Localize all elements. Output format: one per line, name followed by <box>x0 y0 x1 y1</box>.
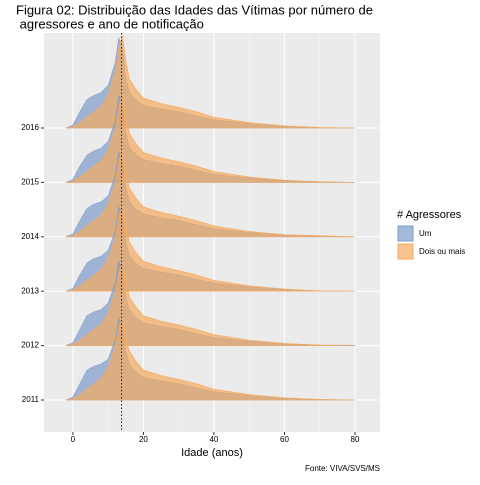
legend-swatch <box>397 243 414 260</box>
legend-label: Dois ou mais <box>419 247 465 256</box>
caption: Fonte: VIVA/SVS/MS <box>305 464 380 473</box>
y-tick-label: 2014 <box>21 232 39 241</box>
ridge <box>65 35 355 129</box>
ridge <box>65 205 355 292</box>
x-axis-label: Idade (anos) <box>181 447 243 459</box>
y-tick-label: 2016 <box>21 123 39 132</box>
legend-swatch <box>397 225 414 242</box>
x-tick-label: 40 <box>209 435 218 444</box>
y-tick-label: 2013 <box>21 286 39 295</box>
chart-title: agressores e ano de notificação <box>16 16 204 31</box>
y-tick-label: 2015 <box>21 178 39 187</box>
x-tick-label: 0 <box>71 435 76 444</box>
x-tick-label: 60 <box>280 435 289 444</box>
x-tick-label: 80 <box>351 435 360 444</box>
ridge <box>65 149 355 238</box>
ridge <box>65 95 355 183</box>
legend-label: Um <box>419 229 432 238</box>
ridge <box>65 317 355 401</box>
x-tick-label: 20 <box>139 435 148 444</box>
y-tick-label: 2011 <box>22 395 40 404</box>
legend-title: # Agressores <box>397 209 462 221</box>
chart-title: Figura 02: Distribuição das Idades das V… <box>16 2 373 17</box>
y-tick-label: 2012 <box>21 341 39 350</box>
ridge <box>65 261 355 346</box>
